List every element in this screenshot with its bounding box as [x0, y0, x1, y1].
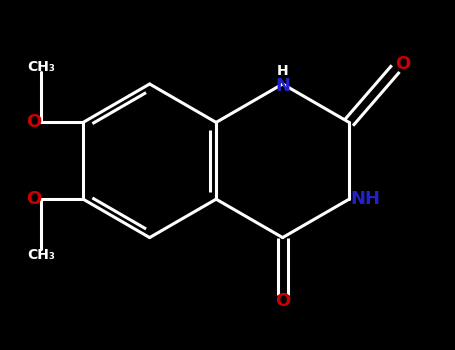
- Text: CH₃: CH₃: [27, 60, 55, 74]
- Text: O: O: [26, 190, 42, 208]
- Text: NH: NH: [350, 190, 380, 208]
- Text: N: N: [275, 77, 290, 95]
- Text: O: O: [275, 292, 290, 310]
- Text: CH₃: CH₃: [27, 248, 55, 262]
- Text: O: O: [395, 55, 410, 73]
- Text: H: H: [277, 64, 288, 78]
- Text: O: O: [26, 113, 42, 131]
